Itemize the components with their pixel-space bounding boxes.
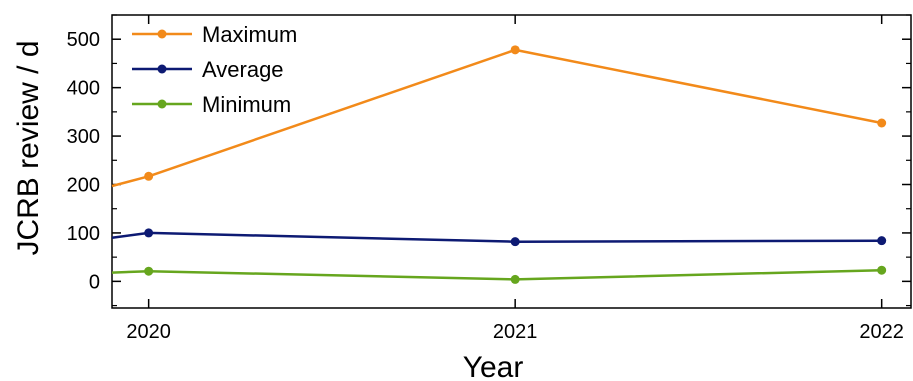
x-tick-label: 2022: [859, 321, 904, 343]
legend-marker-average: [157, 64, 167, 74]
data-point-maximum: [877, 118, 887, 128]
series-line-average: [111, 231, 882, 243]
y-tick-label: 0: [89, 271, 100, 293]
data-point-maximum: [144, 171, 154, 181]
legend-label-maximum: Maximum: [202, 22, 297, 47]
plot-frame: [111, 14, 912, 309]
x-tick-label: 2021: [493, 321, 538, 343]
legend-marker-maximum: [157, 29, 167, 39]
series-layer: [111, 45, 887, 284]
data-point-average: [877, 236, 887, 246]
x-axis-label: Year: [463, 351, 524, 381]
plot-area-border: [111, 14, 912, 309]
data-point-maximum: [510, 45, 520, 55]
data-point-average: [510, 237, 520, 247]
y-tick-label: 400: [67, 78, 100, 100]
series-line-maximum: [111, 48, 882, 188]
data-point-minimum: [144, 266, 154, 276]
data-point-minimum: [510, 274, 520, 284]
legend: Maximum Average Minimum: [132, 22, 297, 117]
axis-ticks: 0 100 200 300 400 500 2020 2021 2022: [67, 14, 911, 343]
legend-marker-minimum: [157, 99, 167, 109]
y-tick-label: 500: [67, 29, 100, 51]
data-point-average: [144, 228, 154, 238]
y-tick-label: 300: [67, 126, 100, 148]
y-tick-label: 100: [67, 223, 100, 245]
data-point-minimum: [877, 265, 887, 275]
y-axis-label: JCRB review / d: [12, 40, 45, 255]
legend-label-average: Average: [202, 57, 284, 82]
legend-label-minimum: Minimum: [202, 92, 291, 117]
x-tick-label: 2020: [126, 321, 171, 343]
y-tick-label: 200: [67, 175, 100, 197]
series-line-minimum: [111, 268, 882, 281]
